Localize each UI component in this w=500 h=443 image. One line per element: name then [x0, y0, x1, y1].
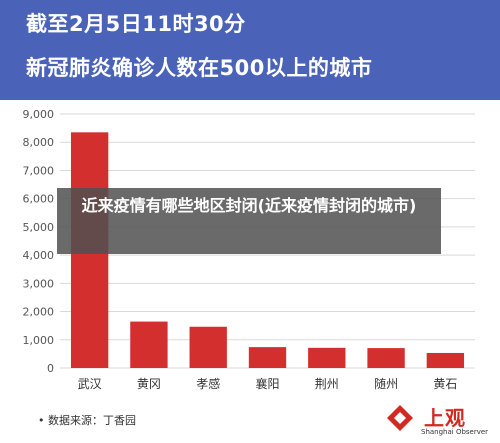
x-tick-label: 孝感 [196, 376, 220, 391]
header-title-line1: 截至2月5日11时30分 [26, 12, 246, 36]
logo-mark-icon [387, 405, 413, 431]
x-tick-label: 黄石 [433, 377, 457, 391]
y-tick-label: 2,000 [23, 306, 55, 319]
chart-header: 截至2月5日11时30分 新冠肺炎确诊人数在500以上的城市 [0, 0, 500, 100]
x-tick-label: 随州 [374, 376, 398, 391]
y-tick-label: 5,000 [23, 221, 55, 234]
bar [130, 321, 168, 368]
y-tick-label: 7,000 [23, 164, 55, 177]
y-tick-label: 3,000 [23, 277, 55, 290]
footer: • 数据来源：丁香园 [0, 400, 500, 443]
y-tick-label: 8,000 [23, 136, 55, 149]
bar [367, 348, 405, 368]
data-source-note: • 数据来源：丁香园 [38, 414, 136, 427]
logo-name: 上观 [424, 406, 466, 430]
bar [426, 352, 465, 368]
x-tick-label: 襄阳 [255, 376, 279, 391]
bar [248, 347, 287, 368]
x-tick-label: 黄冈 [137, 377, 161, 391]
y-tick-label: 9,000 [23, 108, 55, 121]
y-tick-label: 0 [47, 362, 54, 375]
logo-subtitle: Shanghai Observer [421, 428, 489, 436]
header-title-line2: 新冠肺炎确诊人数在500以上的城市 [26, 56, 373, 80]
bar [189, 326, 227, 368]
x-tick-label: 荆州 [315, 377, 339, 391]
y-tick-label: 6,000 [23, 193, 55, 206]
x-tick-label: 武汉 [78, 377, 102, 391]
y-tick-label: 4,000 [23, 249, 55, 262]
article-title-overlay: 近来疫情有哪些地区封闭(近来疫情封闭的城市) [57, 188, 441, 254]
bar [308, 347, 346, 368]
shanghai-observer-logo: 上观 Shanghai Observer [384, 402, 492, 440]
y-tick-label: 1,000 [23, 334, 55, 347]
